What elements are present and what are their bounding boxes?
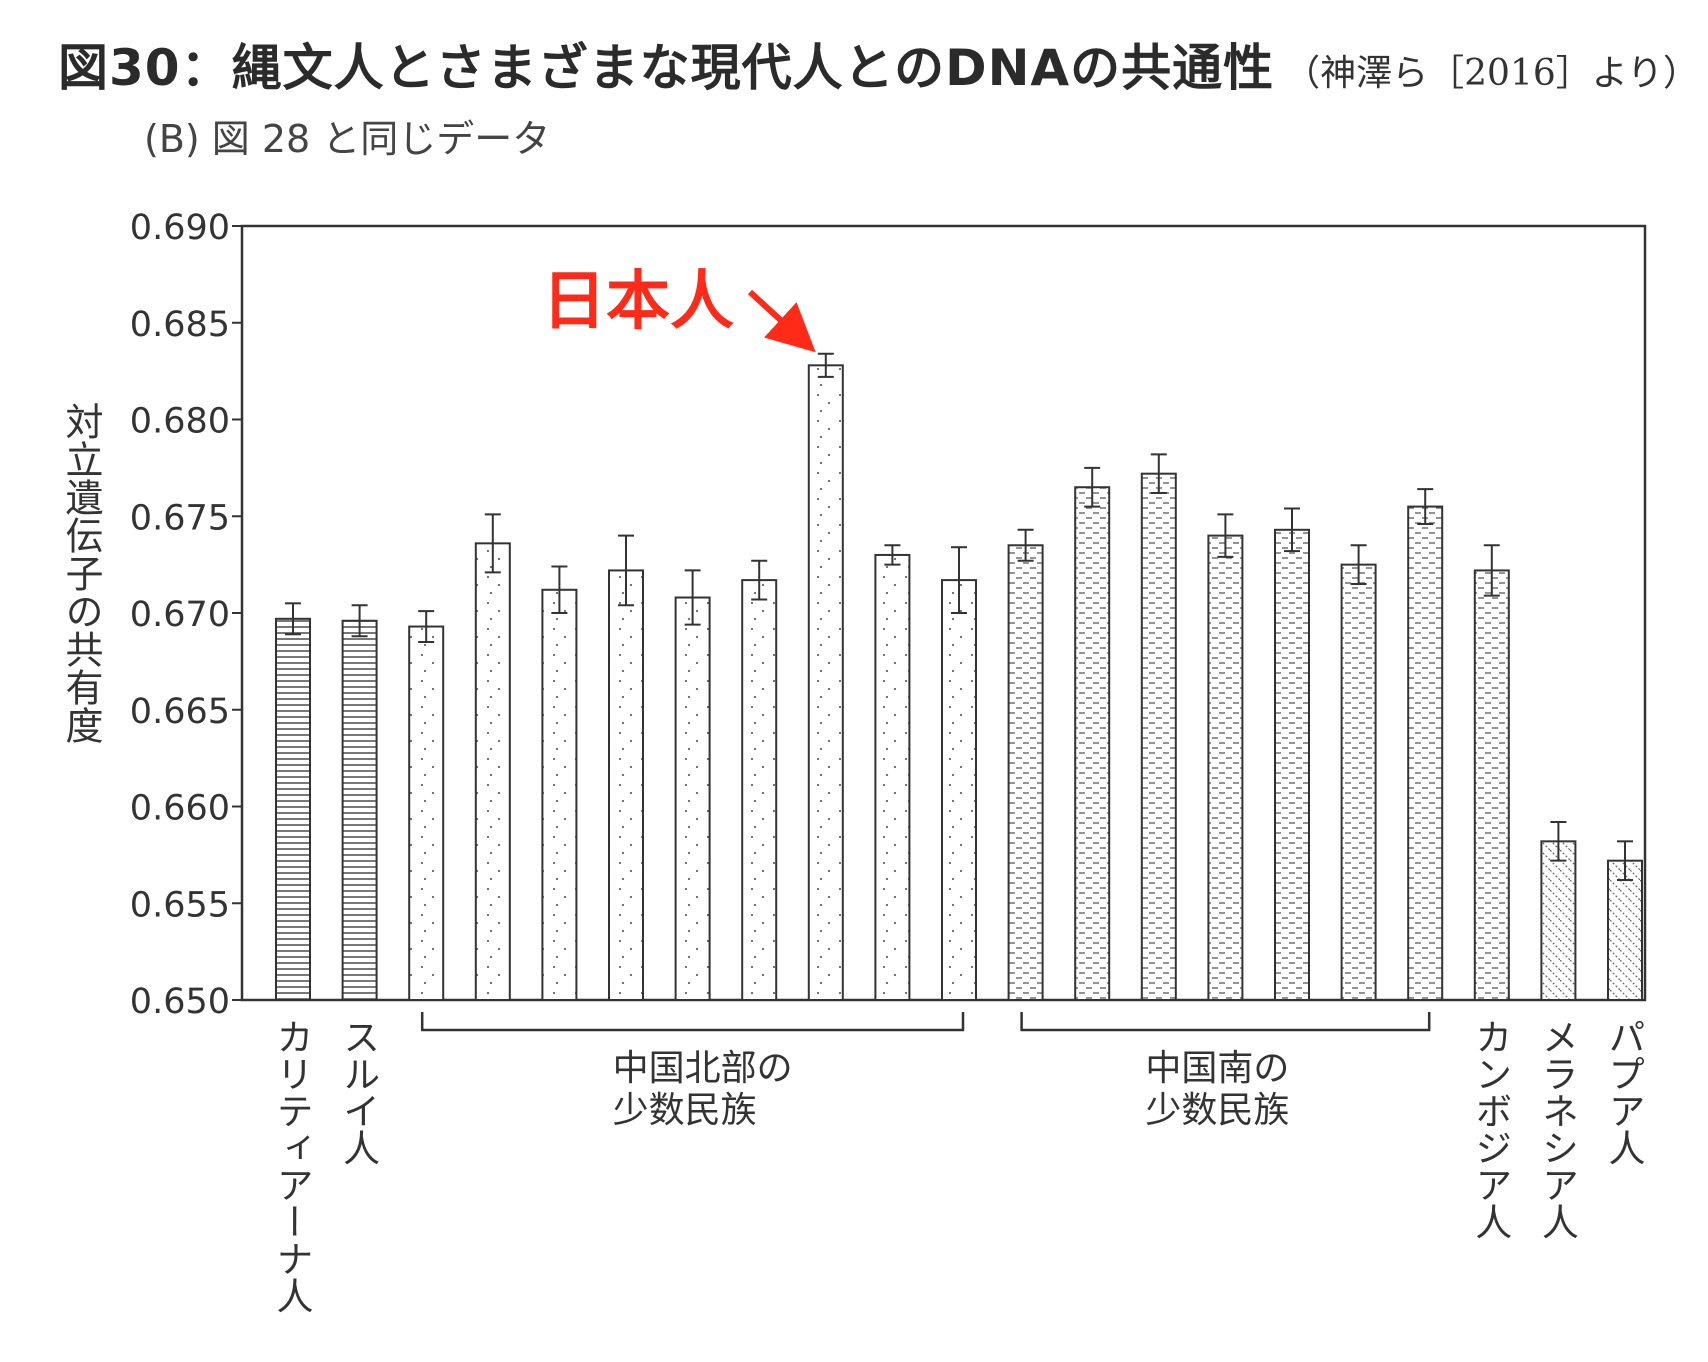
- bar: [1074, 486, 1111, 1002]
- chart-title: 図30：縄文人とさまざまな現代人とのDNAの共通性: [58, 39, 1275, 97]
- bar: [1007, 544, 1044, 1002]
- y-tick-label: 0.655: [130, 885, 230, 925]
- category-label: パプア人: [1602, 1018, 1645, 1166]
- bar: [941, 579, 977, 1001]
- bar: [341, 619, 378, 1001]
- y-tick-label: 0.680: [130, 402, 230, 442]
- category-label: スルイ人: [336, 1018, 380, 1166]
- bar: [275, 617, 311, 1001]
- bar: [1407, 505, 1444, 1001]
- y-tick-label: 0.690: [130, 208, 230, 248]
- chart-title-row: 図30：縄文人とさまざまな現代人とのDNAの共通性 （神澤ら［2016］より）: [58, 28, 1699, 100]
- title-source: （神澤ら［2016］より）: [1284, 53, 1700, 94]
- bar: [1207, 534, 1244, 1001]
- bar: [874, 553, 911, 1001]
- bar: [1274, 528, 1310, 1001]
- bar: [474, 542, 511, 1002]
- category-label: メラネシア人: [1535, 1018, 1579, 1240]
- group-bracket: [1020, 1012, 1431, 1032]
- y-tick-label: 0.670: [130, 595, 230, 635]
- chart-subtitle: (B) 図 28 と同じデータ: [144, 117, 551, 161]
- bars-layer: [275, 352, 1643, 1002]
- bar: [408, 625, 445, 1001]
- category-label: カンボジア人: [1468, 1018, 1512, 1240]
- annotation-arrow: [747, 289, 816, 353]
- category-label: カリティアーナ人: [270, 1018, 313, 1314]
- y-tick-label: 0.665: [130, 692, 230, 732]
- japanese-annotation: 日本人: [542, 265, 734, 339]
- bar: [541, 588, 578, 1002]
- y-tick-label: 0.660: [130, 789, 230, 829]
- bar: [674, 596, 711, 1002]
- bar: [1340, 563, 1377, 1001]
- y-tick-label: 0.650: [130, 982, 230, 1022]
- y-tick-label: 0.685: [130, 305, 230, 345]
- group-bracket: [420, 1012, 965, 1032]
- bar: [1607, 859, 1643, 1001]
- bar: [807, 364, 844, 1001]
- group-label: 中国南の 少数民族: [1145, 1048, 1290, 1131]
- bar: [741, 579, 778, 1001]
- y-tick-label: 0.675: [130, 498, 230, 538]
- group-brackets: [420, 1012, 1431, 1032]
- y-axis-label: 対立遺伝子の共有度: [59, 402, 103, 744]
- bar: [1540, 840, 1577, 1002]
- bar: [1473, 569, 1510, 1001]
- bar: [608, 569, 644, 1001]
- bar: [1140, 472, 1177, 1001]
- group-label: 中国北部の 少数民族: [612, 1048, 793, 1131]
